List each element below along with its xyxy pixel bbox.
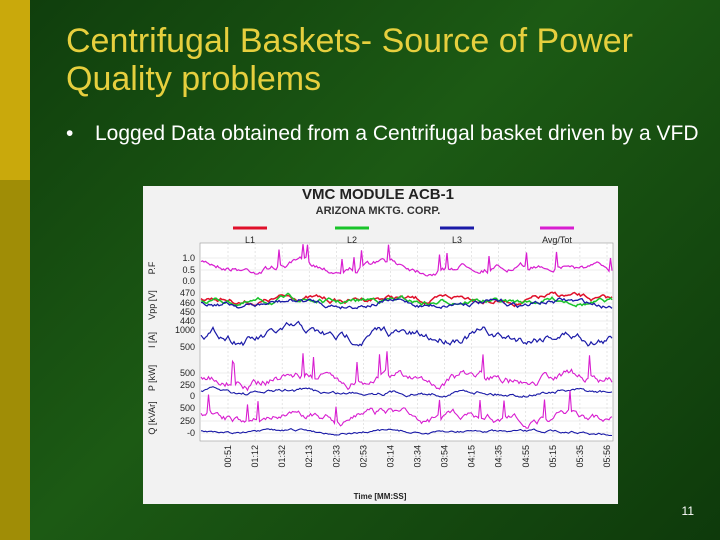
legend-label: L2	[347, 235, 357, 245]
left-strip-top	[0, 0, 30, 180]
y-tick-label: 250	[180, 380, 195, 390]
trace	[200, 244, 613, 277]
y-tick-label: 500	[180, 368, 195, 378]
trace	[200, 351, 613, 392]
x-axis-label: Time [MM:SS]	[354, 492, 407, 501]
x-tick-label: 04:15	[467, 445, 477, 468]
legend-label: L3	[452, 235, 462, 245]
y-tick-label: 0.0	[182, 276, 195, 286]
bullet: Logged Data obtained from a Centrifugal …	[66, 120, 715, 147]
y-axis-label: Q [kVAr]	[147, 401, 157, 434]
x-tick-label: 03:14	[385, 445, 395, 468]
x-tick-label: 01:32	[277, 445, 287, 468]
y-tick-label: 440	[180, 316, 195, 326]
x-tick-label: 05:35	[575, 445, 585, 468]
legend-label: L1	[245, 235, 255, 245]
legend-label: Avg/Tot	[542, 235, 572, 245]
trace	[200, 320, 613, 347]
y-tick-label: 0.5	[182, 265, 195, 275]
figure-title: VMC MODULE ACB-1	[302, 186, 454, 203]
y-axis-label: Vpp [V]	[147, 290, 157, 320]
y-tick-label: 500	[180, 403, 195, 413]
y-tick-label: 500	[180, 342, 195, 352]
slide-title: Centrifugal Baskets- Source of Power Qua…	[66, 22, 633, 98]
trace	[200, 386, 613, 398]
trace	[200, 292, 613, 308]
trace	[200, 390, 613, 429]
y-axis-label: P.F	[147, 261, 157, 274]
x-tick-label: 01:12	[250, 445, 260, 468]
trace	[201, 297, 613, 310]
y-axis-label: I [A]	[147, 332, 157, 348]
x-tick-label: 00:51	[223, 445, 233, 468]
x-tick-label: 04:35	[494, 445, 504, 468]
y-tick-label: 250	[180, 416, 195, 426]
trace	[200, 291, 613, 308]
y-tick-label: 460	[180, 298, 195, 308]
x-tick-label: 02:53	[358, 445, 368, 468]
trace	[200, 427, 613, 437]
x-tick-label: 03:54	[440, 445, 450, 468]
y-tick-label: 1000	[175, 325, 195, 335]
y-tick-label: 450	[180, 307, 195, 317]
x-tick-label: 05:15	[548, 445, 558, 468]
x-tick-label: 02:33	[331, 445, 341, 468]
x-tick-label: 05:56	[602, 445, 612, 468]
y-tick-label: 1.0	[182, 253, 195, 263]
chart-image: VMC MODULE ACB-1 ARIZONA MKTG. CORP. Tim…	[143, 186, 618, 504]
figure-subtitle: ARIZONA MKTG. CORP.	[316, 205, 441, 217]
page-number: 11	[681, 504, 694, 518]
x-tick-label: 02:13	[304, 445, 314, 468]
x-tick-label: 04:55	[521, 445, 531, 468]
y-axis-label: P [kW]	[147, 365, 157, 391]
x-tick-label: 03:34	[413, 445, 423, 468]
y-tick-label: 470	[180, 288, 195, 298]
y-tick-label: 0	[190, 391, 195, 401]
y-tick-label: -0	[187, 428, 195, 438]
